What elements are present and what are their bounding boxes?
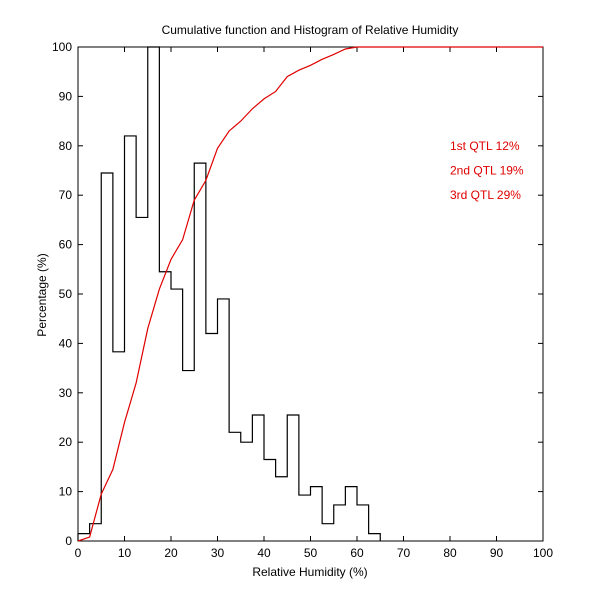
- x-tick-label: 70: [397, 546, 411, 560]
- histogram-bar: [322, 524, 334, 541]
- histogram-bar: [311, 487, 323, 541]
- histogram-bar: [101, 173, 113, 541]
- histogram-bar: [287, 415, 299, 541]
- y-tick-label: 40: [59, 336, 73, 350]
- histogram-bar: [299, 495, 311, 541]
- y-axis-label: Percentage (%): [35, 253, 49, 336]
- x-tick-label: 80: [443, 546, 457, 560]
- histogram-bar: [229, 432, 241, 541]
- x-tick-label: 30: [211, 546, 225, 560]
- histogram-bar: [334, 505, 346, 541]
- x-tick-label: 60: [350, 546, 364, 560]
- x-tick-label: 0: [75, 546, 82, 560]
- histogram-bar: [252, 415, 264, 541]
- histogram-bar: [241, 442, 253, 541]
- quartile-annotation: 2nd QTL 19%: [450, 163, 524, 177]
- y-tick-label: 30: [59, 386, 73, 400]
- histogram-bar: [345, 487, 357, 541]
- x-tick-label: 90: [490, 546, 504, 560]
- quartile-annotation: 1st QTL 12%: [450, 139, 520, 153]
- histogram-bar: [183, 371, 195, 541]
- histogram-bar: [357, 505, 369, 541]
- x-tick-label: 10: [118, 546, 132, 560]
- y-tick-label: 0: [65, 534, 72, 548]
- y-tick-label: 100: [52, 40, 72, 54]
- histogram-bar: [276, 477, 288, 541]
- plot-area: 0 10 20 30 40 50 60 70 80 90 100 0 10 20 30 40 50 60 70 80 9…: [52, 40, 553, 560]
- histogram-bar: [206, 334, 218, 541]
- annotations: 1st QTL 12% 2nd QTL 19% 3rd QTL 29%: [450, 139, 524, 202]
- cumulative-line: [77, 46, 543, 542]
- y-tick-label: 10: [59, 485, 73, 499]
- histogram-bar: [159, 272, 171, 541]
- y-tick-label: 20: [59, 435, 73, 449]
- histogram-bar: [136, 217, 148, 541]
- x-tick-label: 100: [533, 546, 553, 560]
- y-tick-label: 70: [59, 188, 73, 202]
- quartile-annotation: 3rd QTL 29%: [450, 188, 521, 202]
- histogram-bar: [264, 459, 276, 541]
- y-tick-label: 60: [59, 238, 73, 252]
- x-axis-label: Relative Humidity (%): [252, 565, 367, 579]
- histogram-bar: [125, 136, 137, 541]
- y-tick-label: 80: [59, 139, 73, 153]
- chart-title: Cumulative function and Histogram of Rel…: [162, 23, 459, 37]
- histogram-bar: [194, 163, 206, 541]
- x-tick-label: 40: [257, 546, 271, 560]
- x-tick-label: 20: [164, 546, 178, 560]
- histogram-bar: [369, 534, 381, 541]
- y-tick-label: 50: [59, 287, 73, 301]
- histogram-outline: [77, 46, 381, 541]
- y-tick-label: 90: [59, 89, 73, 103]
- histogram-bar: [218, 299, 230, 541]
- x-tick-label: 50: [304, 546, 318, 560]
- histogram-bar: [171, 289, 183, 541]
